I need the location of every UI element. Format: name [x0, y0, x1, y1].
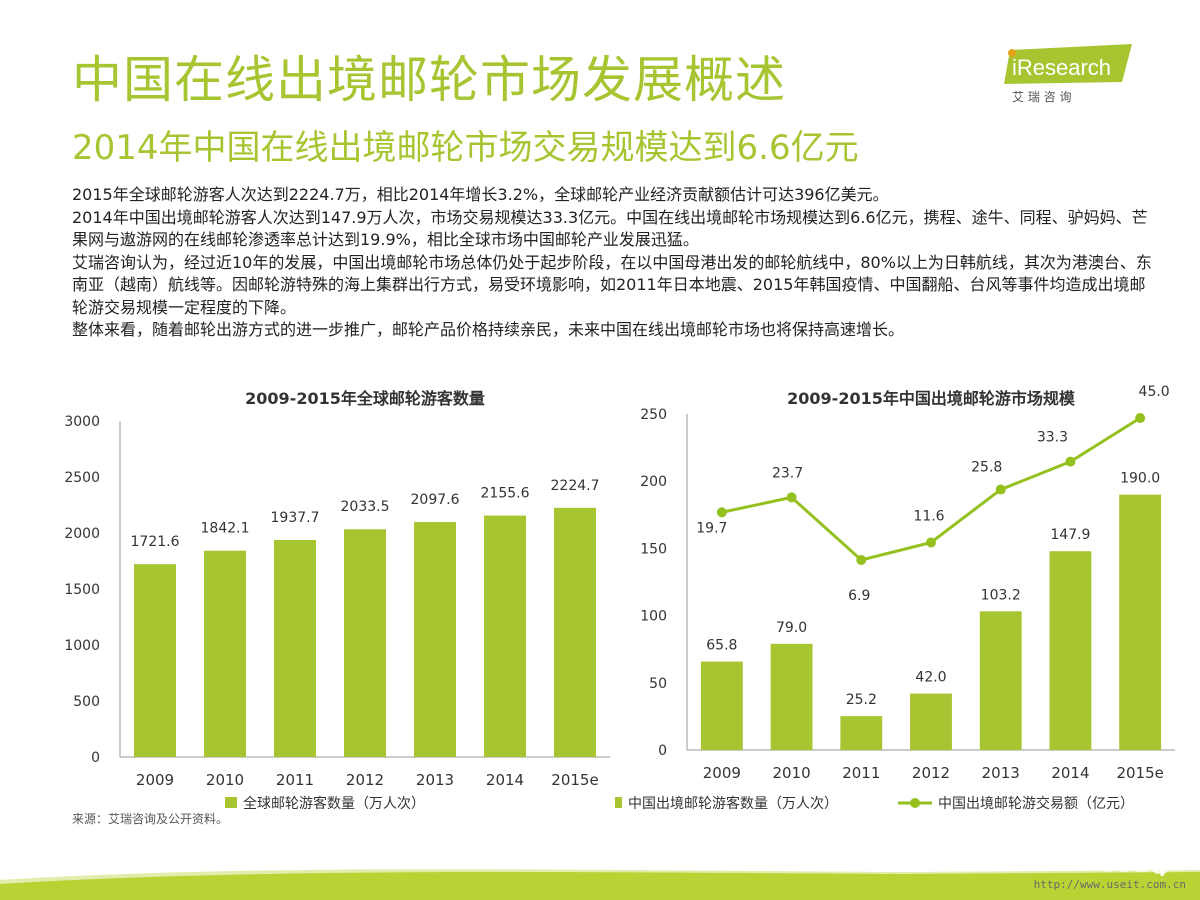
watermark: USEIT [1098, 853, 1175, 878]
paragraph: 2014年中国出境邮轮游客人次达到147.9万人次，市场交易规模达33.3亿元。… [72, 207, 1148, 250]
x-tick-label: 2009 [703, 764, 741, 782]
y-tick-label: 150 [640, 541, 667, 557]
x-tick-label: 2012 [346, 771, 384, 789]
bar [700, 661, 743, 750]
global-cruise-passengers-chart: 2009-2015年全球邮轮游客数量 0 500 1000 1500 2000 2500 30… [50, 380, 610, 830]
china-cruise-market-chart: 2009-2015年中国出境邮轮游市场规模 0 50 100 150 200 250 65.8… [615, 380, 1175, 830]
x-tick-label: 2015e [1116, 764, 1163, 782]
bar [1049, 551, 1092, 750]
bar [134, 564, 176, 757]
line-point [856, 555, 867, 565]
y-tick-label: 0 [658, 743, 667, 759]
legend-swatch-bar [225, 797, 237, 808]
page-title: 中国在线出境邮轮市场发展概述 [72, 51, 786, 109]
paragraph: 艾瑞咨询认为，经过近10年的发展，中国出境邮轮市场总体仍处于起步阶段，在以中国母… [72, 252, 1152, 317]
bar-value-label: 2097.6 [411, 492, 460, 508]
y-tick-label: 200 [640, 474, 667, 490]
bar-value-label: 1721.6 [131, 534, 180, 550]
iresearch-logo: iResearch 艾 瑞 咨 询 [1004, 44, 1144, 106]
bar-value-label: 147.9 [1050, 527, 1090, 543]
legend-swatch-point [910, 798, 920, 808]
source-note: 来源：艾瑞咨询及公开资料。 [72, 812, 229, 826]
bar-value-label: 25.2 [846, 692, 877, 708]
bar-value-label: 2224.7 [551, 478, 600, 494]
y-tick-label: 3000 [64, 414, 100, 430]
footer-band [0, 865, 1200, 900]
x-tick-label: 2015e [551, 771, 598, 789]
logo-brand-text: iResearch [1012, 55, 1111, 80]
line-value-label: 25.8 [971, 460, 1002, 476]
bar [344, 529, 386, 757]
x-tick-label: 2011 [842, 764, 880, 782]
legend-label: 中国出境邮轮游交易额（亿元） [938, 795, 1134, 812]
legend-swatch-bar [615, 797, 622, 808]
page-subtitle: 2014年中国在线出境邮轮市场交易规模达到6.6亿元 [72, 128, 859, 168]
bar [1119, 494, 1162, 750]
y-tick-label: 2500 [64, 470, 100, 486]
bar [484, 515, 526, 757]
logo-cn-text: 艾 瑞 咨 询 [1012, 89, 1071, 104]
paragraph: 整体来看，随着邮轮出游方式的进一步推广，邮轮产品价格持续亲民，未来中国在线出境邮… [72, 320, 905, 339]
y-tick-label: 1500 [64, 582, 100, 598]
line-point [716, 507, 727, 518]
x-tick-label: 2011 [276, 771, 314, 789]
x-tick-label: 2009 [136, 771, 174, 789]
bar-value-label: 103.2 [981, 587, 1021, 603]
line-value-label: 33.3 [1037, 430, 1068, 446]
y-tick-label: 500 [73, 694, 100, 710]
bar-value-label: 2033.5 [341, 499, 390, 515]
legend-label: 中国出境邮轮游客数量（万人次） [628, 795, 838, 812]
footer-white-curve [0, 865, 1200, 884]
line-point [1065, 456, 1076, 467]
bar [910, 693, 952, 750]
bar [204, 550, 246, 757]
x-tick-label: 2010 [206, 771, 244, 789]
line-point [995, 484, 1006, 495]
line-value-label: 23.7 [772, 465, 803, 481]
line-value-label: 45.0 [1139, 384, 1170, 400]
footer-url[interactable]: http://www.useit.com.cn [1033, 878, 1186, 891]
line-point [1135, 413, 1146, 423]
y-tick-label: 2000 [64, 526, 100, 542]
bar [274, 539, 316, 757]
paragraph: 2015年全球邮轮游客人次达到2224.7万，相比2014年增长3.2%，全球邮… [72, 185, 889, 204]
chart-title: 2009-2015年全球邮轮游客数量 [245, 389, 485, 408]
x-tick-label: 2012 [912, 764, 950, 782]
line-value-label: 19.7 [696, 520, 727, 536]
bar [414, 522, 456, 757]
y-tick-label: 100 [640, 609, 667, 625]
bar [770, 643, 813, 750]
y-tick-label: 1000 [64, 638, 100, 654]
bar-value-label: 190.0 [1120, 471, 1160, 487]
legend-label: 全球邮轮游客数量（万人次） [243, 795, 425, 812]
x-tick-label: 2013 [416, 771, 454, 789]
bar [979, 611, 1022, 750]
logo-banner-shape [1004, 44, 1132, 84]
chart-title: 2009-2015年中国出境邮轮游市场规模 [787, 389, 1076, 408]
footer-green-shape [0, 869, 1200, 900]
bar-value-label: 1842.1 [201, 521, 250, 537]
bar [840, 716, 883, 750]
bar-value-label: 2155.6 [481, 486, 530, 502]
bar-value-label: 65.8 [706, 638, 737, 654]
y-tick-label: 250 [640, 407, 667, 423]
y-tick-label: 0 [91, 750, 100, 766]
logo-dot-icon [1008, 49, 1016, 57]
line-value-label: 6.9 [848, 588, 870, 604]
y-tick-label: 50 [649, 676, 667, 692]
x-tick-label: 2014 [1051, 764, 1089, 782]
bar-value-label: 42.0 [915, 670, 946, 686]
line-value-label: 11.6 [913, 508, 944, 524]
line-point [926, 537, 936, 548]
line-point [786, 492, 797, 503]
bar [554, 507, 596, 757]
bar-value-label: 79.0 [776, 620, 807, 636]
x-tick-label: 2013 [982, 764, 1020, 782]
x-tick-label: 2014 [486, 771, 524, 789]
bar-value-label: 1937.7 [271, 510, 320, 526]
intro-paragraphs: 2015年全球邮轮游客人次达到2224.7万，相比2014年增长3.2%，全球邮… [72, 184, 1152, 342]
page-number: 4 [1154, 860, 1167, 881]
x-tick-label: 2010 [772, 764, 810, 782]
